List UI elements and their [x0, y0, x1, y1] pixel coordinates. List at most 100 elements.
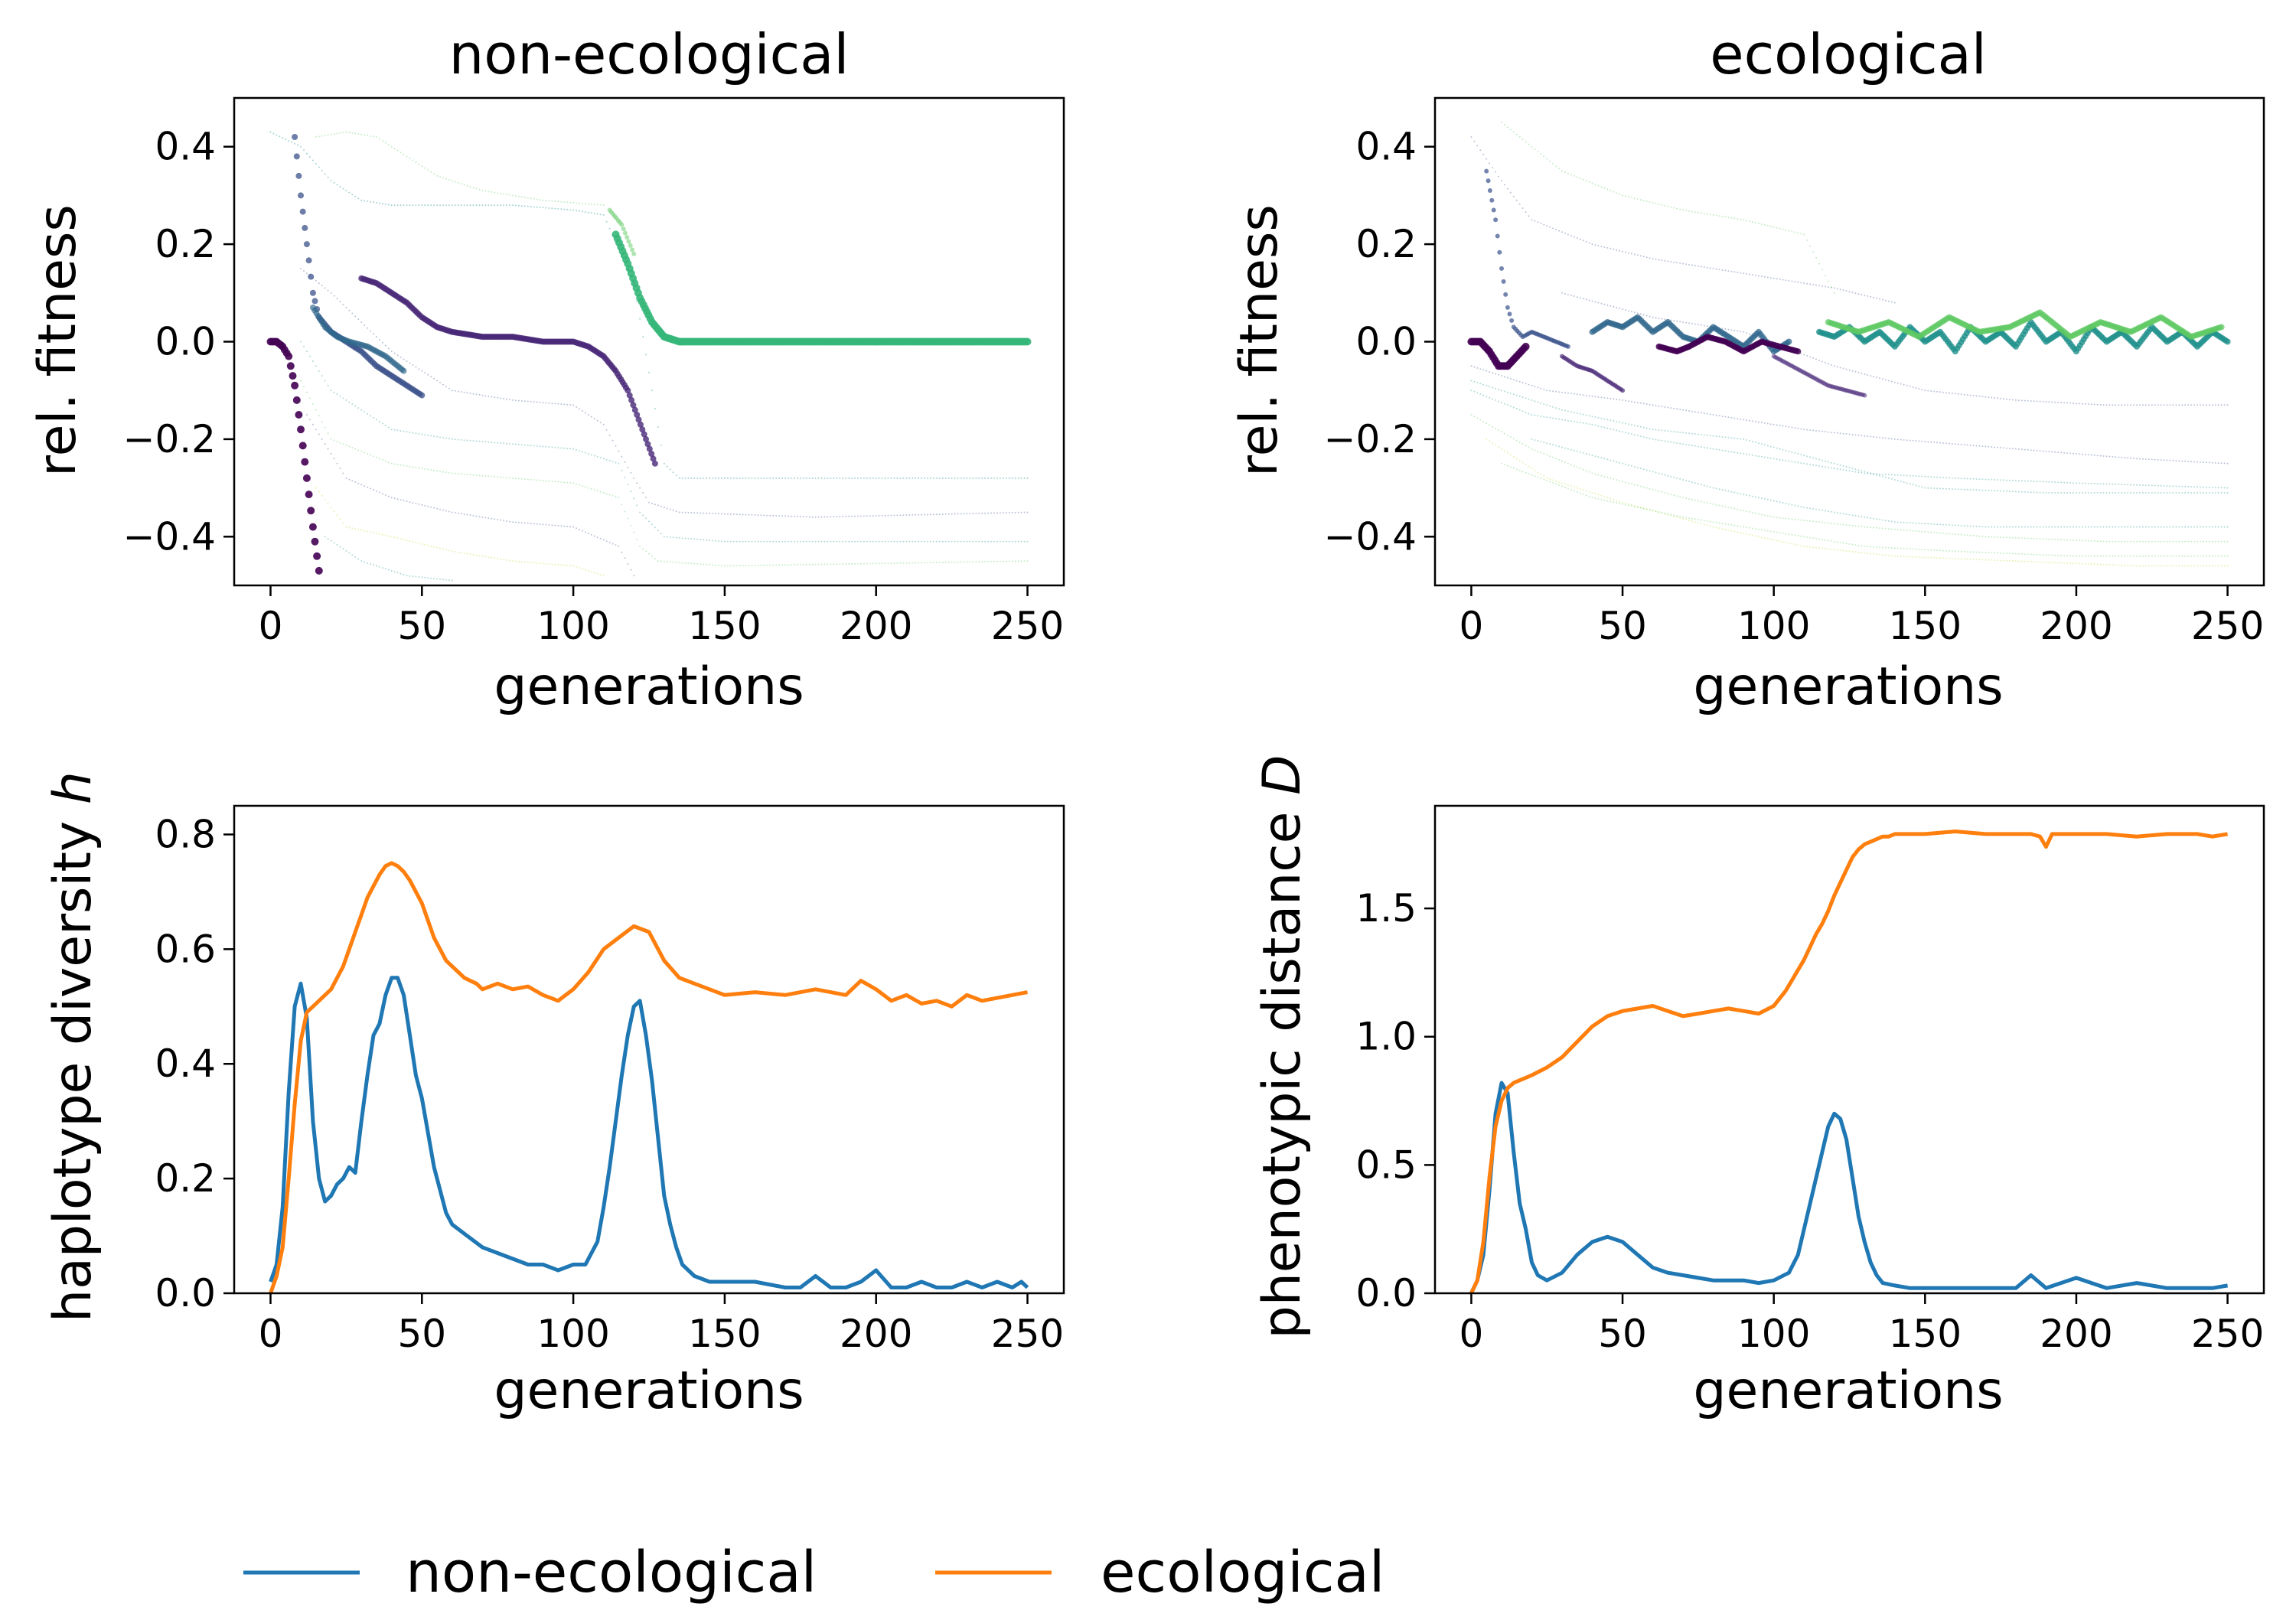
scatter-point — [2000, 490, 2002, 492]
scatter-point — [599, 574, 602, 575]
scatter-point — [778, 564, 781, 566]
scatter-point — [512, 560, 514, 562]
scatter-point — [1020, 540, 1022, 543]
scatter-point — [675, 510, 677, 513]
scatter-point — [1628, 504, 1629, 507]
scatter-point — [308, 273, 315, 280]
scatter-point — [1915, 556, 1917, 558]
scatter-point — [1515, 468, 1518, 471]
scatter-point — [2087, 563, 2089, 565]
scatter-point — [1591, 243, 1593, 246]
scatter-point — [478, 188, 481, 191]
scatter-point — [709, 539, 711, 542]
scatter-point — [1760, 223, 1763, 225]
scatter-point — [375, 202, 377, 204]
scatter-point — [1700, 500, 1702, 503]
scatter-point — [387, 461, 390, 464]
scatter-point — [2099, 563, 2102, 566]
scatter-point — [1613, 501, 1615, 504]
scatter-point — [817, 540, 820, 543]
scatter-point — [1884, 379, 1887, 381]
scatter-point — [427, 434, 429, 436]
scatter-point — [1794, 451, 1796, 454]
scatter-point — [1718, 327, 1720, 329]
scatter-point — [315, 136, 317, 138]
scatter-point — [2030, 553, 2032, 556]
scatter-point — [2190, 555, 2193, 557]
scatter-point — [2054, 492, 2056, 494]
scatter-point — [378, 533, 380, 535]
scatter-point — [2226, 565, 2229, 567]
scatter-point — [760, 514, 762, 517]
scatter-point — [599, 491, 602, 493]
x-tick-label: 250 — [2191, 604, 2264, 648]
scatter-point — [590, 454, 592, 456]
scatter-point — [690, 477, 693, 479]
scatter-point — [1712, 326, 1714, 328]
scatter-point — [1824, 466, 1826, 468]
scatter-point — [364, 200, 366, 202]
scatter-point — [497, 192, 499, 194]
scatter-point — [563, 564, 566, 566]
scatter-point — [1555, 390, 1557, 393]
scatter-point — [732, 477, 735, 479]
scatter-point — [1558, 168, 1561, 170]
scatter-point — [1718, 527, 1720, 530]
scatter-point — [2102, 555, 2105, 557]
scatter-point — [1534, 148, 1536, 150]
scatter-point — [539, 479, 541, 481]
scatter-point — [644, 441, 651, 448]
scatter-series — [300, 267, 1029, 518]
scatter-point — [1582, 178, 1584, 181]
scatter-point — [1573, 449, 1575, 451]
scatter-point — [593, 455, 595, 457]
scatter-point — [624, 461, 626, 463]
scatter-point — [1591, 416, 1593, 418]
scatter-point — [1769, 225, 1772, 227]
scatter-point — [2166, 492, 2168, 494]
scatter-point — [1909, 385, 1911, 387]
scatter-point — [720, 477, 722, 479]
scatter-point — [1815, 284, 1817, 286]
scatter-point — [1606, 246, 1609, 249]
x-tick-label: 200 — [840, 1312, 912, 1356]
scatter-point — [1506, 464, 1508, 467]
scatter-point — [1703, 484, 1705, 487]
scatter-point — [884, 562, 886, 565]
scatter-point — [370, 454, 371, 456]
scatter-point — [605, 540, 608, 543]
scatter-point — [1797, 281, 1799, 283]
scatter-point — [503, 398, 505, 399]
plot-area — [1467, 121, 2231, 567]
scatter-point — [645, 550, 647, 553]
scatter-point — [409, 362, 411, 364]
scatter-point — [1927, 549, 1929, 551]
scatter-point — [2127, 540, 2129, 543]
scatter-point — [630, 275, 632, 278]
scatter-point — [2226, 462, 2229, 464]
scatter-point — [1806, 536, 1808, 538]
scatter-point — [1743, 526, 1745, 528]
scatter-point — [1812, 546, 1815, 549]
scatter-point — [978, 477, 980, 479]
scatter-point — [2017, 399, 2020, 402]
scatter-point — [1670, 475, 1672, 478]
scatter-point — [2160, 492, 2162, 494]
scatter-point — [999, 477, 1001, 479]
scatter-point — [693, 477, 696, 479]
x-tick-label: 50 — [397, 1312, 446, 1356]
scatter-point — [2154, 540, 2156, 543]
scatter-point — [1609, 428, 1612, 430]
scatter-point — [2069, 402, 2071, 404]
scatter-point — [576, 210, 578, 212]
scatter-point — [324, 426, 326, 429]
scatter-point — [2217, 555, 2219, 557]
scatter-point — [1797, 351, 1799, 354]
scatter-point — [2112, 540, 2114, 543]
scatter-point — [1552, 406, 1554, 408]
scatter-point — [769, 564, 771, 566]
y-axis-label-symbol: D — [1252, 755, 1313, 795]
scatter-point — [1495, 171, 1497, 173]
scatter-point — [321, 285, 323, 287]
scatter-point — [1694, 499, 1696, 501]
